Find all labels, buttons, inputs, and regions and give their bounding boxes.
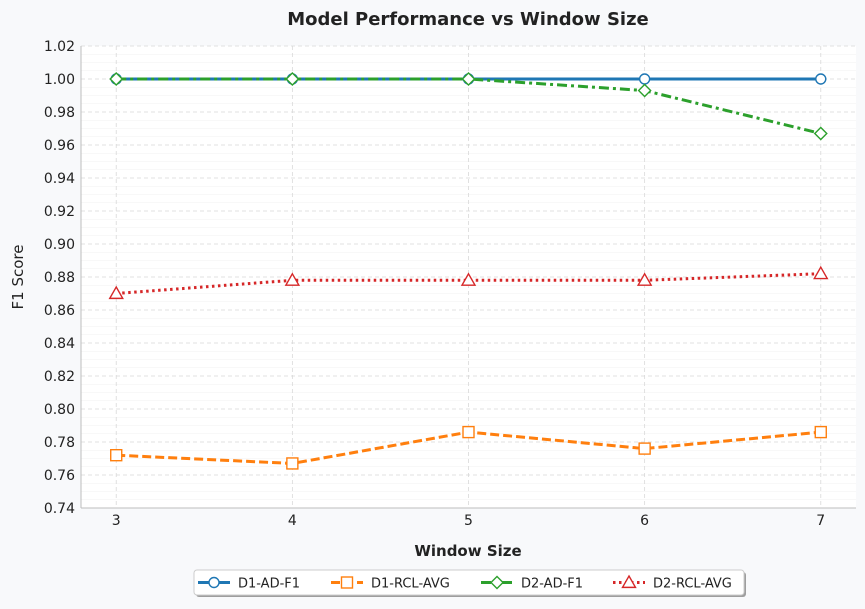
data-point [813,126,828,141]
grid [81,45,856,509]
data-point [286,457,299,470]
x-tick-label: 3 [112,513,121,529]
chart-title: Model Performance vs Window Size [287,9,649,30]
x-tick-label: 6 [640,513,649,529]
data-point [814,425,827,439]
y-tick-label: 0.94 [44,171,75,187]
data-point [636,272,653,286]
legend-label: D1-AD-F1 [238,577,300,592]
data-point [460,272,477,286]
data-point [638,73,651,85]
y-tick-label: 0.88 [44,270,75,286]
y-tick-label: 0.96 [44,138,75,154]
legend-marker [621,574,637,589]
y-tick-label: 0.86 [44,303,75,319]
legend-box [193,569,745,596]
y-tick-label: 0.84 [44,336,75,352]
series-d1-rcl-avg [110,425,827,470]
data-point [638,442,651,455]
data-point [110,449,123,462]
legend: D1-AD-F1 D1-RCL-AVG D2-AD-F1 D2-RCL-AVG [193,569,746,597]
legend-label: D2-AD-F1 [521,577,583,592]
y-tick-label: 0.82 [44,369,75,385]
x-tick-label: 5 [464,513,473,529]
series-layer [108,72,829,470]
y-tick-label: 0.80 [44,402,75,418]
y-axis-label: F1 Score [9,245,27,310]
data-point [284,272,301,286]
legend-label: D1-RCL-AVG [371,577,450,592]
y-tick-label: 0.92 [44,204,75,220]
data-point [108,285,124,300]
x-tick-label: 7 [816,513,825,529]
data-point [109,72,124,86]
y-tick-label: 0.74 [44,501,75,517]
y-tick-label: 0.78 [44,435,75,451]
legend-marker [208,576,220,589]
x-axis-label: Window Size [414,542,521,560]
data-point [637,83,652,98]
data-point [461,72,476,86]
data-point [285,72,300,86]
y-tick-label: 1.02 [44,39,75,55]
series-d2-rcl-avg [108,265,829,300]
legend-marker [490,575,504,590]
axes: 0.74 0.76 0.78 0.80 0.82 0.84 0.86 0.88 0.90 0.92… [44,39,856,529]
data-point [815,73,827,85]
y-tick-label: 1.00 [44,72,75,88]
y-tick-label: 0.98 [44,105,75,121]
legend-marker [340,576,354,589]
y-tick-label: 0.76 [44,468,75,484]
y-tick-label: 0.90 [44,237,75,253]
data-point [813,265,829,280]
x-tick-label: 4 [288,513,297,529]
series-d2-ad-f1 [109,72,828,141]
legend-label: D2-RCL-AVG [653,577,732,592]
data-point [462,425,475,439]
